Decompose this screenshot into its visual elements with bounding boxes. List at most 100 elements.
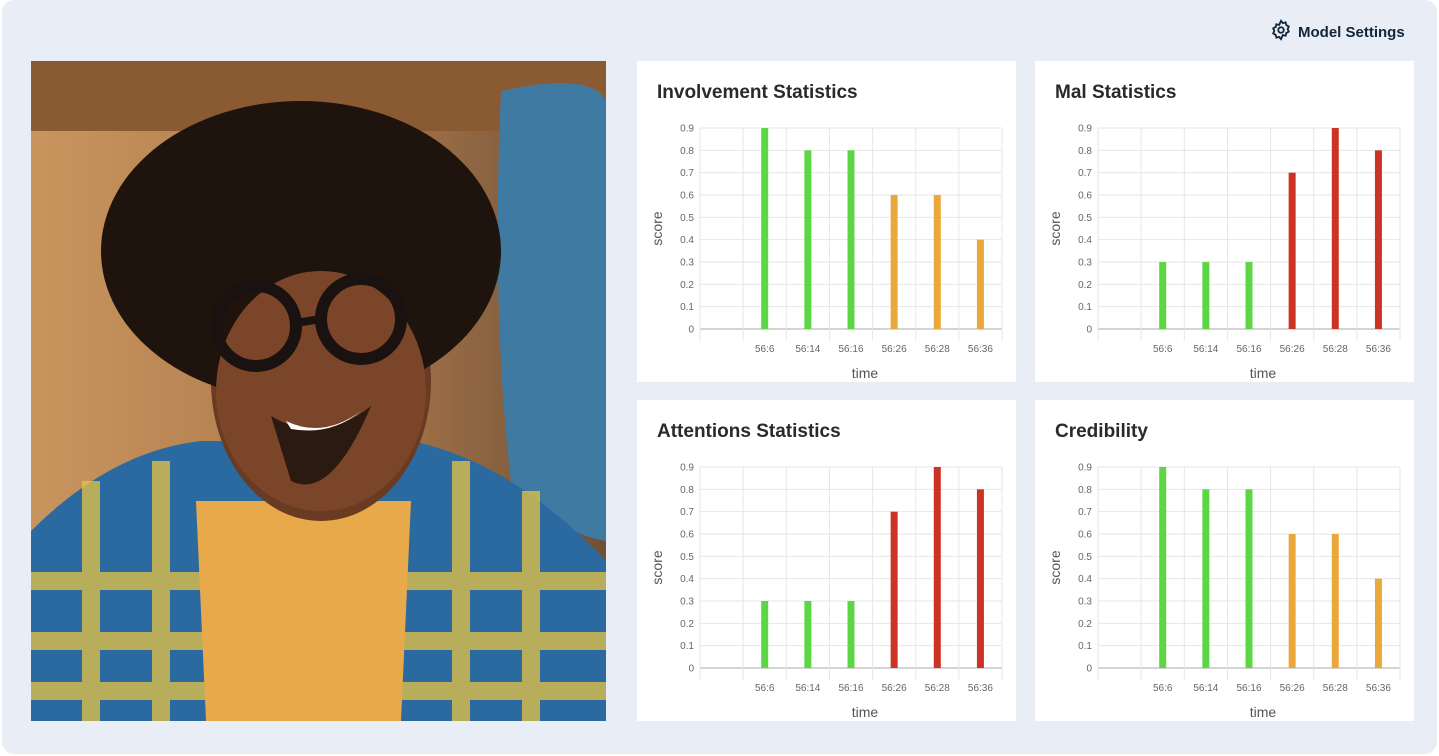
y-tick-label: 0.3 [680,258,694,269]
chart-title: Involvement Statistics [657,82,858,103]
y-tick-label: 0.8 [1078,146,1092,157]
y-tick-label: 0.2 [680,280,694,291]
bar-56-26 [1288,534,1296,668]
model-settings-button[interactable]: Model Settings [1270,19,1405,45]
bar-56-36 [1374,578,1382,668]
y-tick-label: 0.5 [1078,552,1092,563]
bar-chart-attentions: 0 0.1 0.2 0.3 0.4 0.5 0.6 0.7 0.8 0.9 56:6 56:14 56:… [649,463,1003,720]
y-tick-label: 0.3 [680,597,694,608]
y-tick-label: 0.9 [680,463,694,474]
chart-card-attentions: Attentions Statistics 0 0.1 0.2 0.3 0.4 0.5 0.… [637,400,1016,721]
y-tick-label: 0.9 [1078,124,1092,135]
bar-56-14 [1202,489,1210,668]
y-axis-label: score [1047,550,1063,584]
x-tick-label: 56:6 [1153,683,1173,694]
y-tick-label: 0.6 [680,530,694,541]
y-axis-label: score [649,550,665,584]
y-tick-label: 0.9 [1078,463,1092,474]
x-axis-label: time [1250,704,1277,720]
x-tick-label: 56:14 [1193,344,1218,355]
y-tick-label: 0.1 [680,302,694,313]
bar-56-28 [933,195,941,329]
chart-card-involvement: Involvement Statistics 0 0.1 0.2 0.3 0.4 0.5 0… [637,61,1016,382]
bar-56-14 [1202,262,1210,329]
bar-56-26 [1288,172,1296,329]
chart-card-credibility: Credibility 0 0.1 0.2 0.3 0.4 0.5 0.6 0.7 0.8 0.9… [1035,400,1414,721]
gear-icon [1270,19,1292,45]
y-tick-label: 0.4 [1078,574,1092,585]
y-tick-label: 0 [688,664,694,675]
x-tick-label: 56:6 [755,344,775,355]
x-tick-label: 56:28 [1323,683,1348,694]
x-tick-label: 56:26 [882,344,907,355]
chart-title: Attentions Statistics [657,421,841,442]
bar-56-16 [847,601,855,668]
y-tick-label: 0 [1086,325,1092,336]
y-tick-label: 0.8 [680,146,694,157]
x-tick-label: 56:14 [795,683,820,694]
y-axis-label: score [1047,211,1063,245]
x-axis-label: time [1250,365,1277,381]
y-tick-label: 0.1 [1078,302,1092,313]
bar-56-14 [804,150,812,329]
bar-56-28 [1331,128,1339,329]
x-tick-label: 56:14 [1193,683,1218,694]
x-tick-label: 56:16 [838,344,863,355]
x-axis-label: time [852,704,879,720]
bar-56-16 [1245,489,1253,668]
x-tick-label: 56:28 [1323,344,1348,355]
x-tick-label: 56:36 [1366,683,1391,694]
y-tick-label: 0.3 [1078,258,1092,269]
y-tick-label: 0.7 [1078,168,1092,179]
y-tick-label: 0.8 [1078,485,1092,496]
y-tick-label: 0.2 [1078,280,1092,291]
x-tick-label: 56:26 [1280,683,1305,694]
y-tick-label: 0.4 [680,574,694,585]
x-tick-label: 56:16 [1236,683,1261,694]
video-feed-image [31,61,606,721]
y-tick-label: 0 [688,325,694,336]
y-tick-label: 0.7 [680,168,694,179]
x-tick-label: 56:26 [1280,344,1305,355]
bar-56-26 [890,511,898,668]
bar-56-16 [1245,262,1253,329]
bar-56-36 [976,489,984,668]
x-tick-label: 56:6 [1153,344,1173,355]
bar-56-6 [761,128,769,329]
x-tick-label: 56:26 [882,683,907,694]
model-settings-label: Model Settings [1298,23,1405,41]
x-tick-label: 56:36 [968,344,993,355]
bar-56-6 [1159,467,1167,668]
x-tick-label: 56:14 [795,344,820,355]
x-axis-label: time [852,365,879,381]
y-tick-label: 0.4 [1078,235,1092,246]
y-tick-label: 0.9 [680,124,694,135]
y-tick-label: 0 [1086,664,1092,675]
bar-56-26 [890,195,898,329]
chart-card-mal: Mal Statistics 0 0.1 0.2 0.3 0.4 0.5 0.6 0.7 0.8… [1035,61,1414,382]
y-tick-label: 0.7 [680,507,694,518]
chart-title: Mal Statistics [1055,82,1177,103]
bar-chart-involvement: 0 0.1 0.2 0.3 0.4 0.5 0.6 0.7 0.8 0.9 56:6 56:14 56:… [649,124,1003,381]
x-tick-label: 56:28 [925,683,950,694]
bar-56-28 [1331,534,1339,668]
y-tick-label: 0.4 [680,235,694,246]
bar-56-6 [1159,262,1167,329]
y-tick-label: 0.5 [680,552,694,563]
y-tick-label: 0.1 [1078,641,1092,652]
y-tick-label: 0.6 [1078,530,1092,541]
x-tick-label: 56:6 [755,683,775,694]
chart-title: Credibility [1055,421,1148,442]
x-tick-label: 56:36 [1366,344,1391,355]
y-tick-label: 0.2 [680,619,694,630]
x-tick-label: 56:36 [968,683,993,694]
y-tick-label: 0.3 [1078,597,1092,608]
y-tick-label: 0.7 [1078,507,1092,518]
bar-56-36 [976,239,984,329]
y-tick-label: 0.8 [680,485,694,496]
bar-56-28 [933,467,941,668]
bar-56-36 [1374,150,1382,329]
y-tick-label: 0.1 [680,641,694,652]
bar-56-14 [804,601,812,668]
y-tick-label: 0.6 [680,191,694,202]
